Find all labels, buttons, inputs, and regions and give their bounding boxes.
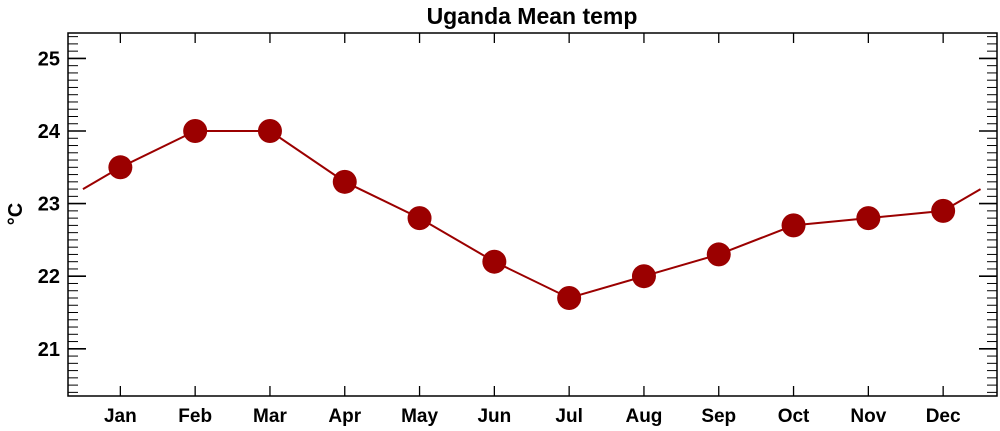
data-point-jul xyxy=(557,285,582,310)
data-point-oct xyxy=(781,213,806,238)
data-point-sep xyxy=(706,242,731,267)
data-point-jan xyxy=(108,155,133,180)
y-tick-label: 24 xyxy=(38,121,61,143)
x-tick-label: Aug xyxy=(625,406,662,427)
x-tick-label: Nov xyxy=(850,406,886,427)
data-point-dec xyxy=(931,198,956,223)
x-tick-label: Sep xyxy=(701,406,736,427)
x-tick-label: May xyxy=(401,406,438,427)
series xyxy=(82,119,982,310)
data-point-apr xyxy=(332,169,357,194)
x-tick-label: Feb xyxy=(178,406,212,427)
x-tick-label: Dec xyxy=(926,406,961,427)
chart-title: Uganda Mean temp xyxy=(427,3,638,29)
x-tick-label: Apr xyxy=(328,406,361,427)
y-tick-label: 22 xyxy=(38,266,60,288)
x-tick-label: Mar xyxy=(253,406,287,427)
y-tick-label: 21 xyxy=(38,339,60,361)
y-tick-label: 23 xyxy=(38,194,60,216)
data-point-nov xyxy=(856,206,881,231)
y-axis-label: °C xyxy=(5,203,27,225)
y-tick-label: 25 xyxy=(38,48,60,70)
x-tick-label: Jun xyxy=(477,406,511,427)
series-line xyxy=(82,130,982,300)
tick-labels: 21 22 23 24 25 Jan Feb Mar Apr May Jun Jul Aug Sep Oct… xyxy=(38,48,961,427)
x-tick-label: Jul xyxy=(555,406,582,427)
data-point-mar xyxy=(257,119,282,144)
data-point-may xyxy=(407,206,432,231)
data-point-feb xyxy=(183,119,208,144)
plot-frame xyxy=(67,32,998,397)
data-point-jun xyxy=(482,249,507,274)
x-tick-label: Oct xyxy=(778,406,810,427)
x-tick-label: Jan xyxy=(104,406,137,427)
data-point-aug xyxy=(631,264,656,289)
axis-ticks xyxy=(68,33,997,396)
